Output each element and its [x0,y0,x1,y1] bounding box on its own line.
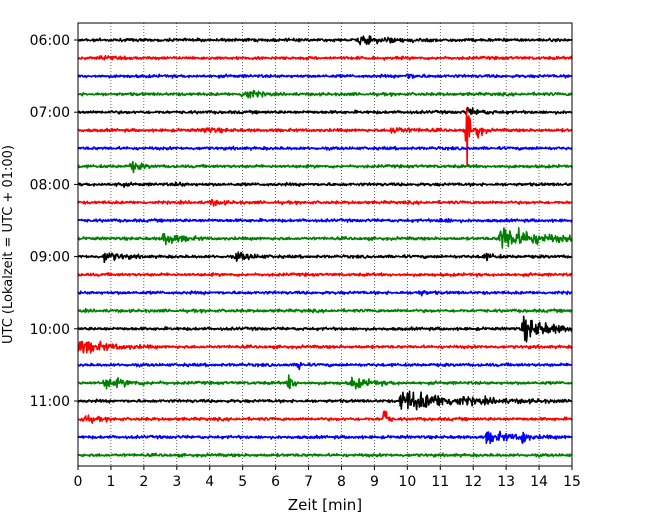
y-tick-label: 10:00 [30,322,70,338]
vertical-gridlines [110,23,540,466]
trace-line [77,54,573,61]
x-tick-label: 8 [337,474,346,490]
x-tick-label: 4 [205,474,214,490]
x-tick-label: 2 [139,474,148,490]
trace-line [77,290,573,297]
x-tick-label: 13 [497,474,515,490]
trace-line [77,107,573,167]
y-tick-label: 07:00 [30,105,70,121]
x-tick-label: 7 [304,474,313,490]
trace-line [77,217,573,224]
y-tick-label: 09:00 [30,250,70,266]
trace-line [77,374,573,390]
trace-line [77,340,573,354]
y-tick-label: 11:00 [30,394,70,410]
trace-line [77,160,573,174]
x-tick-label: 9 [370,474,379,490]
x-tick-label: 11 [431,474,449,490]
x-tick-label: 10 [398,474,416,490]
trace-line [77,251,573,264]
trace-line [77,390,573,411]
trace-line [77,410,573,424]
trace-line [77,35,573,46]
trace-line [77,315,573,343]
x-axis-label: Zeit [min] [288,496,362,514]
y-tick-label: 06:00 [30,33,70,49]
trace-line [77,145,573,151]
trace-line [77,307,573,314]
y-axis-label: UTC (Lokalzeit = UTC + 01:00) [1,145,16,344]
trace-line [77,198,573,207]
x-tick-label: 14 [530,474,548,490]
x-axis-ticks: 0 1 2 3 4 5 6 7 8 9 10 11 12 13 14 15 [74,466,581,490]
x-tick-label: 15 [563,474,581,490]
plot-frame [77,22,573,467]
y-tick-label: 08:00 [30,177,70,193]
x-tick-label: 6 [271,474,280,490]
x-tick-label: 12 [464,474,482,490]
seismic-traces [77,35,573,458]
x-tick-label: 3 [172,474,181,490]
x-tick-label: 5 [238,474,247,490]
trace-line [77,89,573,99]
trace-line [77,272,573,278]
x-tick-label: 0 [74,474,83,490]
y-axis-ticks: 06:00 07:00 08:00 09:00 10:00 11:00 [30,33,78,410]
trace-line [77,430,573,445]
trace-line [77,106,573,116]
trace-line [77,73,573,80]
trace-line [77,227,573,249]
trace-line [77,452,573,458]
x-tick-label: 1 [106,474,115,490]
trace-line [77,361,573,371]
trace-line [77,181,573,189]
